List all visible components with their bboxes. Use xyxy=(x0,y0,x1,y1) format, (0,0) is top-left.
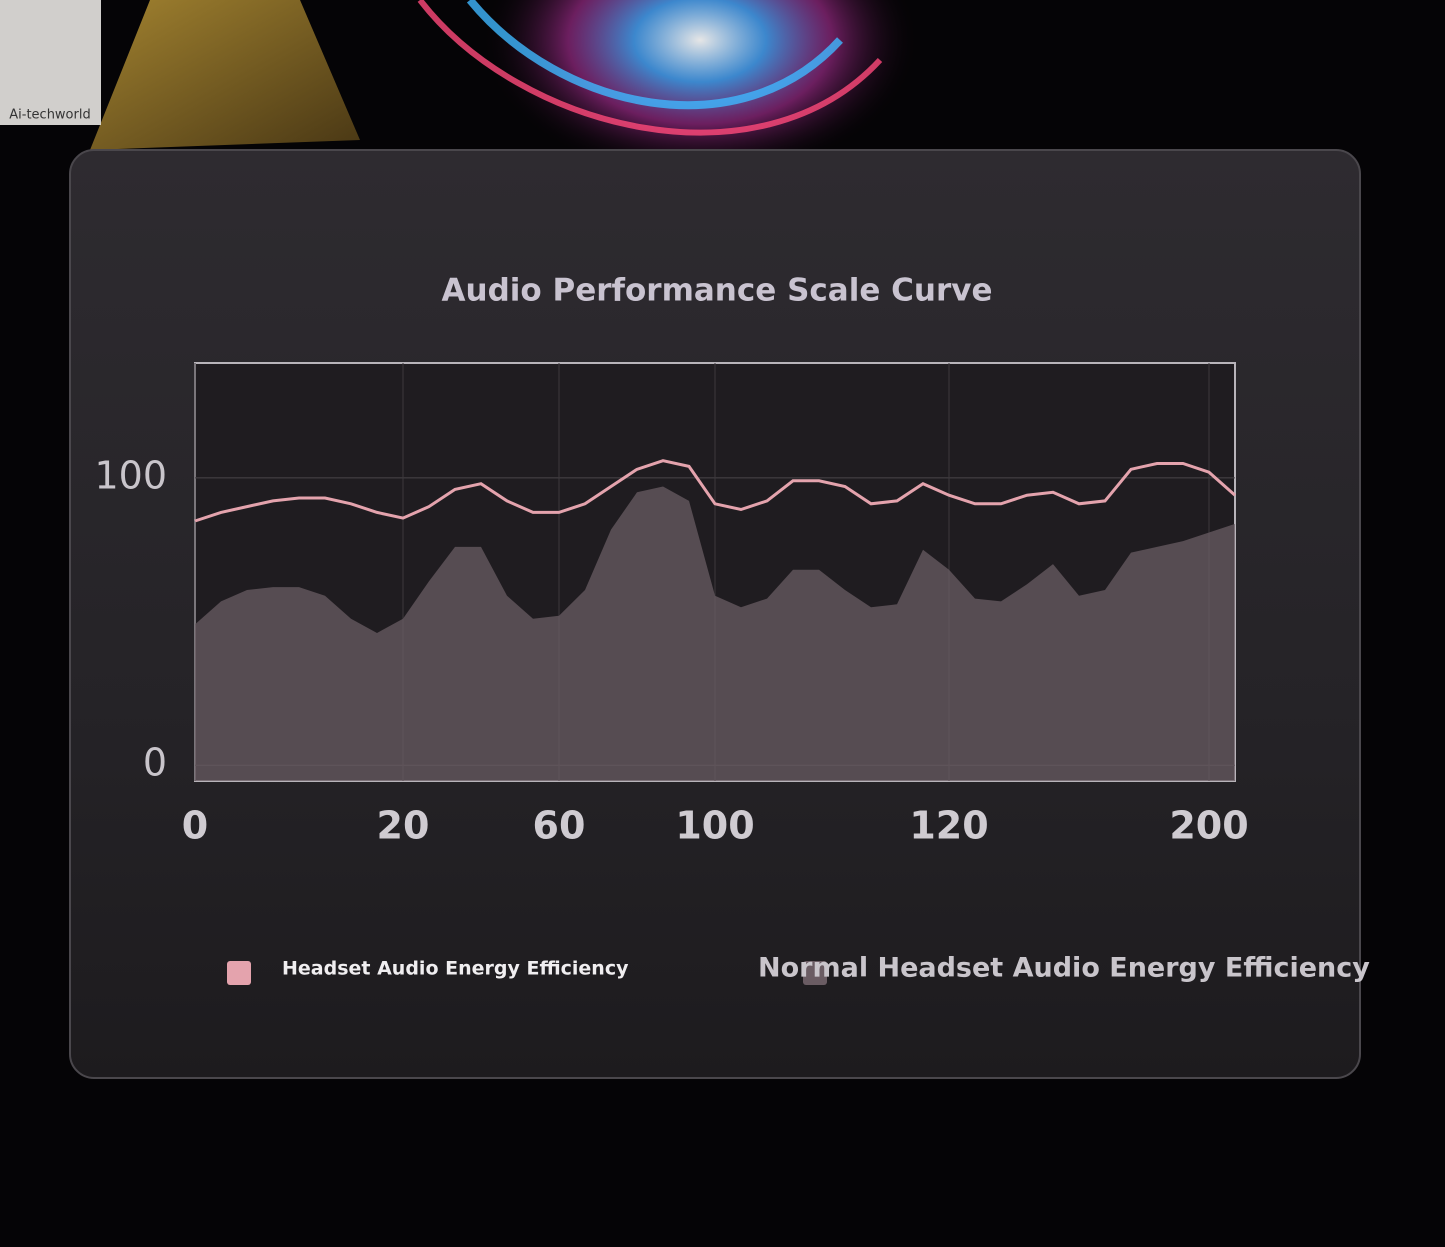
watermark: Ai-techworld xyxy=(9,108,90,123)
y-tick-label: 100 xyxy=(94,453,167,497)
legend-swatch xyxy=(803,961,827,985)
legend-swatch xyxy=(227,961,251,985)
x-tick-label: 20 xyxy=(377,804,430,848)
x-tick-label: 0 xyxy=(182,804,208,848)
decor-glow xyxy=(480,0,920,180)
legend-label: Normal Headset Audio Energy Efficiency xyxy=(758,953,1370,984)
y-tick-label: 0 xyxy=(143,741,167,785)
area xyxy=(195,486,1235,781)
legend-label: Headset Audio Energy Efficiency xyxy=(282,958,629,980)
chart-title: Audio Performance Scale Curve xyxy=(442,273,993,309)
line xyxy=(194,459,1236,523)
decor-swirl xyxy=(466,0,843,110)
watermark-box xyxy=(0,0,101,125)
x-tick-label: 60 xyxy=(533,804,586,848)
x-tick-label: 120 xyxy=(909,804,988,848)
x-tick-label: 100 xyxy=(675,804,754,848)
x-tick-label: 200 xyxy=(1169,804,1248,848)
decor-gold xyxy=(90,0,360,150)
decor-swirl xyxy=(417,0,883,136)
